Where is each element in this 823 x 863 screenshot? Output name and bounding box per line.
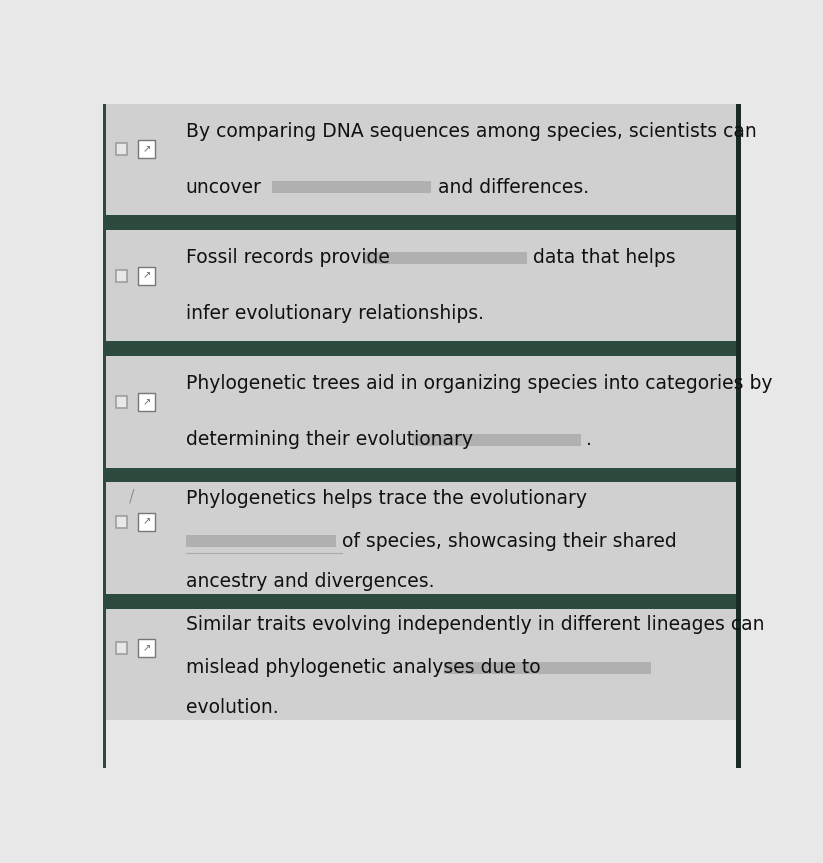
Text: ↗: ↗ xyxy=(142,397,151,407)
Bar xyxy=(103,104,106,768)
Bar xyxy=(103,104,741,215)
Text: /: / xyxy=(128,488,134,506)
Bar xyxy=(186,536,336,547)
Bar xyxy=(115,515,127,527)
Text: mislead phylogenetic analyses due to: mislead phylogenetic analyses due to xyxy=(186,658,541,677)
Text: Similar traits evolving independently in different lineages can: Similar traits evolving independently in… xyxy=(186,615,765,634)
Bar xyxy=(138,393,156,411)
Text: evolution.: evolution. xyxy=(186,698,278,717)
Bar xyxy=(103,215,741,230)
Bar xyxy=(103,482,741,594)
Text: infer evolutionary relationships.: infer evolutionary relationships. xyxy=(186,304,484,323)
Text: ancestry and divergences.: ancestry and divergences. xyxy=(186,572,435,591)
Bar xyxy=(365,252,527,264)
Text: Fossil records provide: Fossil records provide xyxy=(186,249,389,268)
Text: uncover: uncover xyxy=(186,178,262,197)
Text: data that helps: data that helps xyxy=(533,249,676,268)
Text: By comparing DNA sequences among species, scientists can: By comparing DNA sequences among species… xyxy=(186,122,756,141)
Bar xyxy=(412,434,581,446)
Text: ↗: ↗ xyxy=(142,517,151,526)
Bar xyxy=(103,608,741,721)
Text: ↗: ↗ xyxy=(142,271,151,280)
Bar xyxy=(138,639,156,657)
Bar xyxy=(115,396,127,408)
Bar xyxy=(138,267,156,285)
Text: of species, showcasing their shared: of species, showcasing their shared xyxy=(342,532,677,551)
Bar xyxy=(103,356,741,468)
Bar xyxy=(103,594,741,608)
Bar xyxy=(115,270,127,281)
Text: and differences.: and differences. xyxy=(438,178,589,197)
Bar xyxy=(103,468,741,482)
Text: .: . xyxy=(586,431,592,450)
Bar xyxy=(138,513,156,531)
Text: determining their evolutionary: determining their evolutionary xyxy=(186,431,472,450)
Bar xyxy=(272,181,431,193)
Text: Phylogenetics helps trace the evolutionary: Phylogenetics helps trace the evolutiona… xyxy=(186,488,587,507)
Bar xyxy=(115,642,127,654)
Text: ↗: ↗ xyxy=(142,144,151,154)
Bar xyxy=(103,230,741,342)
Text: ↗: ↗ xyxy=(142,643,151,652)
Bar xyxy=(103,342,741,356)
Text: Phylogenetic trees aid in organizing species into categories by: Phylogenetic trees aid in organizing spe… xyxy=(186,375,772,394)
Bar xyxy=(444,662,652,674)
Bar xyxy=(138,141,156,159)
Bar xyxy=(737,104,741,768)
Bar xyxy=(115,143,127,155)
